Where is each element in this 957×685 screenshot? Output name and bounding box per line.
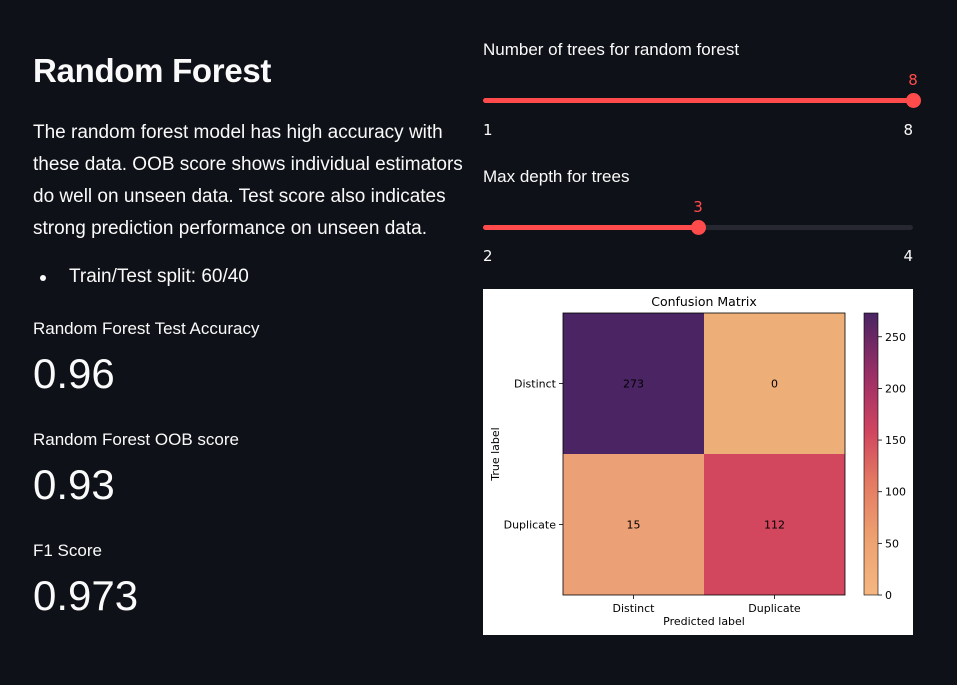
metric-value-oob-score: 0.93 [33,461,115,508]
max-depth-slider[interactable] [483,220,913,235]
chart-title: Confusion Matrix [651,294,757,309]
metric-value-f1-score: 0.973 [33,572,139,619]
slider-value-max-depth: 3 [693,198,703,216]
description-text: The random forest model has high accurac… [33,122,463,239]
slider-value-num-trees: 8 [908,71,918,89]
confusion-matrix-chart: Confusion Matrix 273 0 15 112 Predicted lab… [483,289,913,635]
colorbar-tick-label: 200 [885,382,906,395]
y-tick-label: Distinct [514,378,557,391]
slider-label-num-trees: Number of trees for random forest [483,40,740,59]
slider-max-num-trees: 8 [903,121,913,139]
slider-min-num-trees: 1 [483,121,493,139]
heatmap-cell [563,313,704,454]
bullet-icon [40,275,46,281]
x-tick-label: Duplicate [748,602,801,615]
metric-value-test-accuracy: 0.96 [33,350,115,397]
heatmap-cell [704,313,845,454]
cell-value-label: 273 [623,378,644,391]
split-info: Train/Test split: 60/40 [69,266,249,287]
colorbar-tick-label: 0 [885,589,892,602]
page-title: Random Forest [33,52,272,89]
heatmap-cell [704,454,845,595]
slider-fill [483,98,913,103]
metric-label-oob-score: Random Forest OOB score [33,430,239,449]
slider-max-max-depth: 4 [903,247,913,265]
colorbar-tick-label: 50 [885,537,899,550]
cell-value-label: 15 [627,519,641,532]
num-trees-slider[interactable] [483,93,921,108]
colorbar-tick-label: 150 [885,434,906,447]
colorbar-tick-label: 100 [885,486,906,499]
cell-value-label: 0 [771,378,778,391]
plot-frame [562,312,846,596]
y-axis-label: True label [489,427,502,481]
axis-ticks: Distinct Duplicate Distinct Duplicate [504,378,801,616]
colorbar-ticks: 0 50 100 150 200 250 [878,331,906,602]
slider-min-max-depth: 2 [483,247,493,265]
colorbar-tick-label: 250 [885,331,906,344]
metric-label-test-accuracy: Random Forest Test Accuracy [33,319,260,338]
slider-thumb[interactable] [691,220,706,235]
y-tick-label: Duplicate [504,519,557,532]
heatmap-cells: 273 0 15 112 [563,313,845,595]
cell-value-label: 112 [764,519,785,532]
x-axis-label: Predicted label [663,615,745,628]
slider-thumb[interactable] [906,93,921,108]
metric-label-f1-score: F1 Score [33,541,102,560]
confusion-matrix-svg: Confusion Matrix 273 0 15 112 Predicted lab… [489,294,906,628]
slider-label-max-depth: Max depth for trees [483,167,630,186]
colorbar [863,312,879,596]
heatmap-cell [563,454,704,595]
x-tick-label: Distinct [613,602,656,615]
slider-fill [483,225,698,230]
